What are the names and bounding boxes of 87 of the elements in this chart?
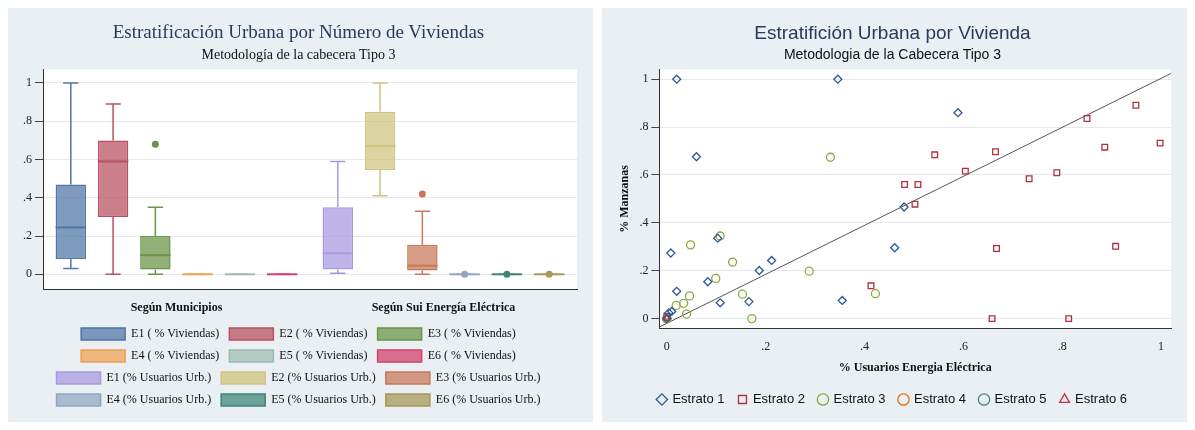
legend-label: E1 ( % Viviendas) [131,326,220,341]
point [837,295,847,306]
x-tick-label: .8 [1057,338,1067,353]
legend-label: Estrato 3 [833,391,886,407]
point [911,200,919,208]
point [684,291,695,301]
point [1025,175,1033,183]
point [1132,101,1140,109]
point [744,296,754,307]
x-tick-label: 0 [663,338,670,353]
point [711,273,721,284]
legend-label: Estrato 6 [1075,391,1128,407]
point [1101,143,1109,151]
legend-label: E5 ( % Viviendas) [279,348,368,363]
point [681,309,692,319]
point [715,298,725,308]
legend-label: Estrato 1 [672,391,725,407]
point [691,152,702,162]
chart-title: Estratificación Urbana por Número de Viviendas [112,21,485,43]
point [703,277,713,287]
legend-label: Estrato 2 [752,391,805,407]
point [754,265,764,276]
legend-label: E2 (% Usuarios Urb.) [271,370,376,385]
y-tick-label: .8 [23,113,32,128]
legend-label: E5 (% Usuarios Urb.) [271,392,376,407]
chart-subtitle: Metodología de la cabecera Tipo 3 [201,46,396,62]
y-tick-label: .6 [23,151,32,166]
point [678,298,689,308]
point [1065,315,1073,323]
legend-label: Estrato 5 [994,391,1047,407]
point [727,257,738,267]
y-tick-label: 1 [26,75,32,90]
point [914,181,922,189]
legend-label: E3 ( % Viviendas) [427,326,516,341]
point [867,282,875,290]
point [833,74,843,84]
y-axis-title: % Manzanas [617,164,632,233]
point [931,151,939,159]
point [1156,139,1164,147]
x-tick-label: Según Municipios [130,299,223,314]
point [870,289,881,299]
y-tick-label: 0 [642,310,649,325]
legend-label: E6 (% Usuarios Urb.) [435,392,541,407]
point [766,255,777,266]
y-tick-label: 1 [642,71,649,86]
point [825,152,836,162]
x-tick-label: Según Sui Energía Eléctrica [371,299,516,314]
point [672,286,682,296]
point [1112,242,1120,250]
point [899,202,909,212]
point [685,240,696,250]
chart-subtitle: Metodologia de la Cabecera Tipo 3 [783,46,1002,63]
point [901,181,909,189]
y-tick-label: .4 [23,189,32,204]
point [992,148,999,156]
point [671,300,681,311]
x-tick-label: 1 [1158,338,1165,353]
point [988,315,996,323]
chart-title: Estratifición Urbana por Vivienda [754,21,1032,43]
legend-label: E4 ( % Viviendas) [131,348,220,363]
y-tick-label: .4 [639,215,649,229]
point [672,74,682,84]
point [1083,114,1091,122]
x-tick-label: .2 [761,338,771,353]
point [747,313,757,324]
x-tick-label: .6 [958,338,968,353]
y-tick-label: .2 [23,228,32,243]
legend-label: E2 ( % Viviendas) [279,326,368,341]
legend-label: E6 ( % Viviendas) [427,348,516,363]
point [961,167,969,175]
point [1053,169,1061,177]
y-tick-label: .8 [639,119,649,134]
y-tick-label: .6 [639,167,649,182]
point [804,266,814,276]
point [890,243,900,253]
x-axis-title: % Usuarios Energia Eléctrica [838,359,992,374]
legend-label: E4 (% Usuarios Urb.) [106,392,212,407]
y-tick-label: .2 [639,262,649,277]
y-tick-label: 0 [26,266,32,281]
legend-label: E1 (% Usuarios Urb.) [106,370,212,385]
point [737,289,748,299]
point [953,108,963,118]
point [666,248,676,258]
point [993,244,1000,252]
x-tick-label: .4 [860,338,870,353]
legend-label: E3 (% Usuarios Urb.) [435,370,541,385]
legend-label: Estrato 4 [914,391,967,407]
